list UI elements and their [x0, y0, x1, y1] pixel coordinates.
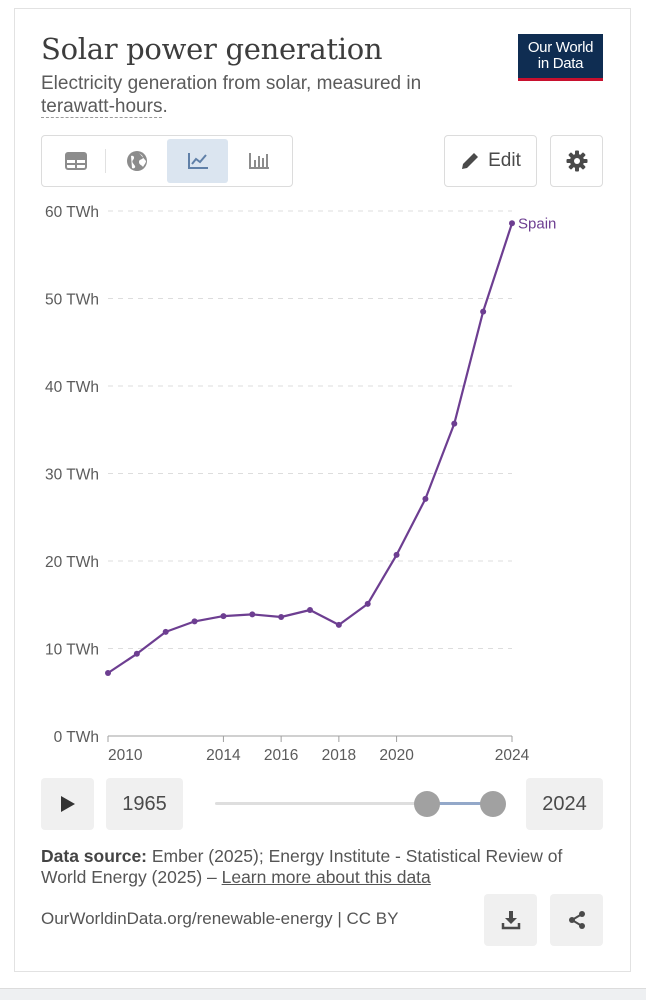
data-point	[220, 613, 227, 620]
logo-line-2: in Data	[537, 55, 584, 72]
edit-button[interactable]: Edit	[444, 135, 537, 187]
page-bottom-bar	[0, 988, 646, 1000]
edit-label: Edit	[488, 150, 521, 171]
timeline-end-year[interactable]: 2024	[526, 778, 603, 830]
y-tick-label: 10 TWh	[45, 642, 99, 659]
line-chart-icon	[187, 153, 208, 169]
source-text: Ember (2025); Energy Institute - Statist…	[41, 846, 563, 887]
play-icon	[60, 796, 75, 812]
timeline-track[interactable]	[215, 802, 500, 805]
data-point	[364, 600, 371, 607]
subtitle-suffix: .	[162, 96, 168, 117]
data-point	[162, 628, 169, 635]
data-source: Data source: Ember (2025); Energy Instit…	[41, 846, 601, 888]
x-tick-label: 2010	[108, 747, 143, 764]
logo-line-1: Our World	[527, 39, 594, 56]
play-button[interactable]	[41, 778, 94, 830]
data-point	[105, 670, 111, 676]
x-tick-label: 2018	[322, 747, 356, 764]
tab-table[interactable]	[45, 139, 106, 183]
download-icon	[501, 911, 520, 930]
bar-chart-icon	[248, 153, 269, 169]
timeline-selected-range	[427, 802, 493, 805]
timeline-end-handle[interactable]	[480, 791, 506, 817]
data-point	[278, 614, 285, 620]
x-tick-label: 2016	[264, 747, 298, 764]
table-icon	[64, 152, 87, 170]
tab-bar-chart[interactable]	[228, 139, 289, 183]
data-point	[422, 495, 429, 502]
data-point	[335, 621, 342, 628]
series-label: Spain	[518, 215, 556, 232]
line-chart: 0 TWh 10 TWh 20 TWh 30 TWh 40 TWh 50 TWh 60 TW…	[45, 204, 556, 764]
learn-more-link[interactable]: Learn more about this data	[221, 867, 431, 887]
chart-title: Solar power generation	[41, 32, 383, 66]
tab-map[interactable]	[106, 139, 167, 183]
y-tick-label: 50 TWh	[45, 292, 99, 309]
y-tick-label: 0 TWh	[54, 729, 99, 746]
subtitle-text: Electricity generation from solar, measu…	[41, 73, 422, 94]
subtitle-term[interactable]: terawatt-hours	[41, 96, 163, 118]
tab-line-chart[interactable]	[167, 139, 228, 183]
data-point	[480, 308, 487, 315]
data-point	[509, 220, 515, 227]
data-point	[191, 618, 198, 625]
data-point	[249, 611, 256, 618]
timeline-start-year[interactable]: 1965	[106, 778, 183, 830]
data-point	[133, 650, 140, 657]
timeline-start-handle[interactable]	[414, 791, 440, 817]
owid-logo[interactable]: Our World in Data	[518, 34, 603, 81]
view-tabs	[41, 135, 293, 187]
gear-icon	[566, 150, 587, 172]
x-tick-label: 2020	[379, 747, 414, 764]
series-line	[107, 222, 514, 674]
y-tick-label: 30 TWh	[45, 467, 99, 484]
x-tick-label: 2024	[495, 747, 530, 764]
download-button[interactable]	[484, 894, 537, 946]
share-icon	[568, 911, 585, 929]
source-label: Data source:	[41, 846, 148, 866]
pencil-icon	[462, 153, 479, 169]
y-tick-label: 20 TWh	[45, 554, 99, 571]
globe-icon	[126, 151, 147, 171]
share-button[interactable]	[550, 894, 603, 946]
data-point	[307, 607, 313, 613]
data-point	[393, 551, 400, 558]
chart-subtitle: Electricity generation from solar, measu…	[41, 72, 481, 118]
data-point	[451, 420, 458, 427]
site-url: OurWorldinData.org/renewable-energy | CC…	[41, 909, 399, 928]
y-tick-label: 40 TWh	[45, 379, 99, 396]
settings-button[interactable]	[550, 135, 603, 187]
x-tick-label: 2014	[206, 747, 241, 764]
y-tick-label: 60 TWh	[45, 204, 99, 221]
